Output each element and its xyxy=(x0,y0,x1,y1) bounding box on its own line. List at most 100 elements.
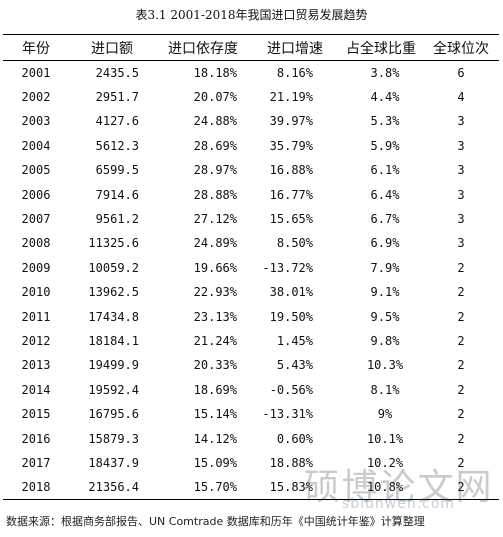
year-cell: 2014 xyxy=(21,382,51,397)
table-row: 2004 5612.3 28.69% 35.79% 5.9% 3 xyxy=(3,134,499,158)
import-growth-cell: -13.31% xyxy=(262,407,313,422)
import-growth-cell: 38.01% xyxy=(269,285,313,300)
global-share-cell: 9.1% xyxy=(370,285,400,300)
year-cell: 2013 xyxy=(21,358,51,373)
import-dependence-cell: 15.09% xyxy=(193,455,237,470)
global-share-cell: 9.5% xyxy=(370,309,400,324)
import-value-cell: 11325.6 xyxy=(88,236,139,251)
table-row: 2012 18184.1 21.24% 1.45% 9.8% 2 xyxy=(3,329,499,353)
global-rank-cell: 2 xyxy=(457,309,465,324)
global-rank-cell: 3 xyxy=(457,138,465,153)
header-import-value: 进口额 xyxy=(69,34,155,61)
import-dependence-cell: 20.33% xyxy=(193,358,237,373)
global-share-cell: 6.1% xyxy=(370,163,400,178)
import-value-cell: 4127.6 xyxy=(95,114,139,129)
import-growth-cell: 16.88% xyxy=(269,163,313,178)
table-row: 2015 16795.6 15.14% -13.31% 9% 2 xyxy=(3,402,499,426)
global-rank-cell: 3 xyxy=(457,163,465,178)
import-value-cell: 18437.9 xyxy=(88,455,139,470)
year-cell: 2007 xyxy=(21,212,51,227)
global-rank-cell: 2 xyxy=(457,455,465,470)
import-growth-cell: 19.50% xyxy=(269,309,313,324)
header-import-dependence: 进口依存度 xyxy=(155,34,251,61)
table-row: 2007 9561.2 27.12% 15.65% 6.7% 3 xyxy=(3,207,499,231)
global-rank-cell: 2 xyxy=(457,333,465,348)
year-cell: 2016 xyxy=(21,431,51,446)
import-growth-cell: 0.60% xyxy=(276,431,313,446)
import-growth-cell: -13.72% xyxy=(262,260,313,275)
import-trend-table: 年份 进口额 进口依存度 进口增速 占全球比重 全球位次 2001 2435.5 1… xyxy=(3,34,499,501)
import-growth-cell: 16.77% xyxy=(269,187,313,202)
global-share-cell: 6.7% xyxy=(370,212,400,227)
global-share-cell: 10.8% xyxy=(339,475,423,501)
import-dependence-cell: 23.13% xyxy=(193,309,237,324)
year-cell: 2009 xyxy=(21,260,51,275)
table-row: 2014 19592.4 18.69% -0.56% 8.1% 2 xyxy=(3,378,499,402)
import-dependence-cell: 18.69% xyxy=(193,382,237,397)
global-rank-cell: 2 xyxy=(457,431,465,446)
import-growth-cell: 8.50% xyxy=(276,236,313,251)
table-row: 2018 21356.4 15.70% 15.83% 10.8% 2 xyxy=(3,475,499,501)
year-cell: 2017 xyxy=(21,455,51,470)
global-share-cell: 9.8% xyxy=(370,333,400,348)
global-share-cell: 5.9% xyxy=(370,138,400,153)
data-source-note: 数据来源：根据商务部报告、UN Comtrade 数据库和历年《中国统计年鉴》计… xyxy=(6,515,425,528)
import-dependence-cell: 20.07% xyxy=(193,90,237,105)
import-value-cell: 21356.4 xyxy=(69,475,155,501)
import-growth-cell: 15.83% xyxy=(251,475,339,501)
import-dependence-cell: 15.70% xyxy=(155,475,251,501)
global-rank-cell: 3 xyxy=(457,114,465,129)
import-value-cell: 10059.2 xyxy=(88,260,139,275)
import-dependence-cell: 24.88% xyxy=(193,114,237,129)
import-value-cell: 16795.6 xyxy=(88,407,139,422)
table-row: 2010 13962.5 22.93% 38.01% 9.1% 2 xyxy=(3,280,499,304)
global-rank-cell: 2 xyxy=(457,260,465,275)
global-rank-cell: 6 xyxy=(457,65,465,80)
header-global-rank: 全球位次 xyxy=(423,34,499,61)
header-year: 年份 xyxy=(3,34,69,61)
global-rank-cell: 3 xyxy=(457,187,465,202)
import-value-cell: 15879.3 xyxy=(88,431,139,446)
table-caption: 表3.1 2001-2018年我国进口贸易发展趋势 xyxy=(135,8,368,22)
global-share-cell: 7.9% xyxy=(370,260,400,275)
import-dependence-cell: 28.97% xyxy=(193,163,237,178)
import-dependence-cell: 21.24% xyxy=(193,333,237,348)
year-cell: 2012 xyxy=(21,333,51,348)
import-growth-cell: 5.43% xyxy=(276,358,313,373)
table-row: 2005 6599.5 28.97% 16.88% 6.1% 3 xyxy=(3,158,499,182)
import-value-cell: 2951.7 xyxy=(95,90,139,105)
import-growth-cell: 39.97% xyxy=(269,114,313,129)
global-rank-cell: 2 xyxy=(457,285,465,300)
table-header-row: 年份 进口额 进口依存度 进口增速 占全球比重 全球位次 xyxy=(3,34,499,61)
global-rank-cell: 2 xyxy=(457,358,465,373)
global-share-cell: 10.3% xyxy=(366,358,404,373)
header-import-growth: 进口增速 xyxy=(251,34,339,61)
year-cell: 2002 xyxy=(21,90,51,105)
import-value-cell: 5612.3 xyxy=(95,138,139,153)
year-cell: 2008 xyxy=(21,236,51,251)
import-growth-cell: 35.79% xyxy=(269,138,313,153)
table-row: 2008 11325.6 24.89% 8.50% 6.9% 3 xyxy=(3,231,499,255)
global-rank-cell: 3 xyxy=(457,236,465,251)
global-share-cell: 10.1% xyxy=(366,431,404,446)
import-dependence-cell: 18.18% xyxy=(193,65,237,80)
year-cell: 2011 xyxy=(21,309,51,324)
import-value-cell: 2435.5 xyxy=(95,65,139,80)
table-row: 2013 19499.9 20.33% 5.43% 10.3% 2 xyxy=(3,353,499,377)
year-cell: 2001 xyxy=(21,65,51,80)
global-share-cell: 8.1% xyxy=(370,382,400,397)
import-value-cell: 18184.1 xyxy=(88,333,139,348)
import-growth-cell: 15.65% xyxy=(269,212,313,227)
global-share-cell: 5.3% xyxy=(370,114,400,129)
table-row: 2016 15879.3 14.12% 0.60% 10.1% 2 xyxy=(3,426,499,450)
import-value-cell: 9561.2 xyxy=(95,212,139,227)
import-dependence-cell: 19.66% xyxy=(193,260,237,275)
import-value-cell: 7914.6 xyxy=(95,187,139,202)
table-row: 2002 2951.7 20.07% 21.19% 4.4% 4 xyxy=(3,85,499,109)
table-row: 2001 2435.5 18.18% 8.16% 3.8% 6 xyxy=(3,61,499,85)
global-share-cell: 4.4% xyxy=(370,90,400,105)
year-cell: 2018 xyxy=(3,475,69,501)
year-cell: 2005 xyxy=(21,163,51,178)
global-rank-cell: 2 xyxy=(457,407,465,422)
table-row: 2017 18437.9 15.09% 18.88% 10.2% 2 xyxy=(3,451,499,475)
